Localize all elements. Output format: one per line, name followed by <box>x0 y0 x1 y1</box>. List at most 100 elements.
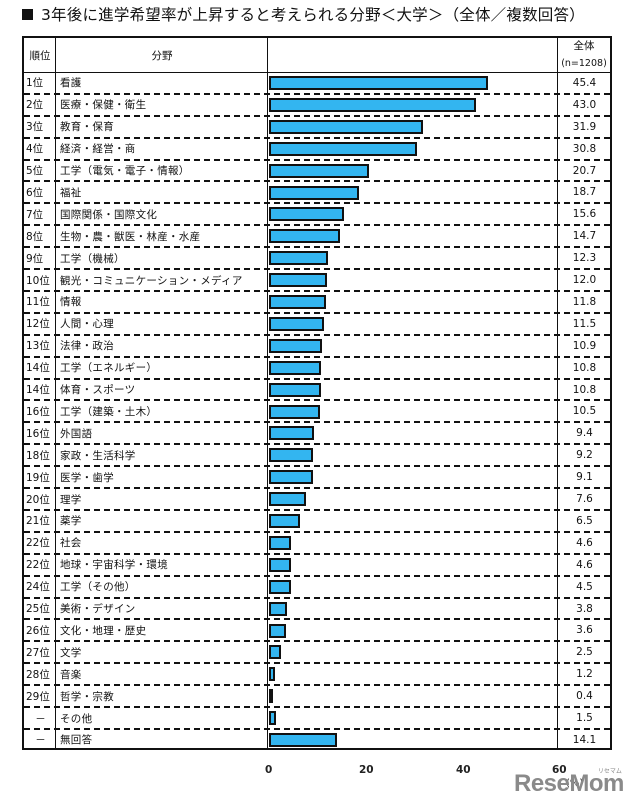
row-field: 音楽 <box>60 668 82 681</box>
row-bar <box>269 338 322 353</box>
row-rank: 8位 <box>26 230 44 243</box>
row-value: 0.4 <box>576 690 593 703</box>
table-row: － 無回答 14.1 <box>24 729 610 751</box>
row-field: 人間・心理 <box>60 318 114 331</box>
row-value: 10.8 <box>572 383 597 396</box>
row-field: 理学 <box>60 493 82 506</box>
table-row: 3位 教育・保育 31.9 <box>24 116 610 139</box>
row-bar <box>269 360 322 375</box>
row-separator <box>24 92 610 95</box>
row-separator <box>24 574 610 577</box>
table-row: 1位 看護 45.4 <box>24 72 610 95</box>
row-separator <box>24 640 610 643</box>
row-rank: 2位 <box>26 99 44 112</box>
axis-tick: 40 <box>456 764 471 776</box>
header-field: 分野 <box>151 49 173 62</box>
header-value: 全体 (n=1208) <box>558 38 610 72</box>
row-field: 教育・保育 <box>60 121 114 134</box>
row-value: 4.5 <box>576 580 593 593</box>
table-row: 4位 経済・経営・商 30.8 <box>24 138 610 161</box>
row-separator <box>24 289 610 292</box>
row-value: 11.8 <box>572 295 597 308</box>
table-row: 14位 体育・スポーツ 10.8 <box>24 379 610 402</box>
ranking-table: 順位 分野 全体 (n=1208) 1位 看護 45.4 2位 医療・保健・衛生 43.0… <box>22 36 612 750</box>
row-rank: － <box>35 734 46 747</box>
row-rank: 28位 <box>26 668 50 681</box>
row-field: 情報 <box>60 296 82 309</box>
row-value: 2.5 <box>576 646 593 659</box>
table-row: 16位 工学（建築・土木） 10.5 <box>24 401 610 424</box>
chart-title: 3年後に進学希望率が上昇すると考えられる分野＜大学＞（全体／複数回答） <box>22 3 585 25</box>
row-rank: 10位 <box>26 274 50 287</box>
row-separator <box>24 355 610 358</box>
row-value: 14.7 <box>572 230 597 243</box>
table-row: 18位 家政・生活科学 9.2 <box>24 444 610 468</box>
row-bar <box>269 251 329 266</box>
header-rank: 順位 <box>29 49 51 62</box>
row-value: 14.1 <box>572 733 597 746</box>
row-separator <box>24 508 610 511</box>
row-bar <box>269 426 315 441</box>
row-value: 12.0 <box>572 274 597 287</box>
row-separator <box>24 421 610 424</box>
row-field: 社会 <box>60 537 82 550</box>
axis-tick: 60 <box>552 764 567 776</box>
row-field: 法律・政治 <box>60 340 114 353</box>
row-rank: 21位 <box>26 515 50 528</box>
header-value-label: 全体 <box>573 40 595 52</box>
row-value: 1.5 <box>576 712 593 725</box>
row-bar <box>269 535 292 550</box>
row-rank: 16位 <box>26 427 50 440</box>
row-separator <box>24 618 610 621</box>
row-field: 美術・デザイン <box>60 603 136 616</box>
table-row: 20位 理学 7.6 <box>24 488 610 511</box>
row-value: 1.2 <box>576 668 593 681</box>
row-separator <box>24 596 610 599</box>
row-bar <box>269 229 340 244</box>
row-field: 工学（機械） <box>60 252 125 265</box>
row-field: 工学（その他） <box>60 581 136 594</box>
row-value: 10.5 <box>572 405 597 418</box>
row-rank: 25位 <box>26 603 50 616</box>
row-field: 工学（エネルギー） <box>60 362 158 375</box>
row-bar <box>269 492 306 507</box>
table-row: 10位 観光・コミュニケーション・メディア 12.0 <box>24 269 610 292</box>
row-value: 30.8 <box>572 142 597 155</box>
row-value: 3.6 <box>576 624 593 637</box>
table-row: 8位 生物・農・獣医・林産・水産 14.7 <box>24 225 610 249</box>
row-bar <box>269 273 327 288</box>
table-row: 12位 人間・心理 11.5 <box>24 313 610 336</box>
row-value: 18.7 <box>572 186 597 199</box>
row-field: 家政・生活科学 <box>60 449 136 462</box>
row-bar <box>269 141 418 156</box>
row-field: 文化・地理・歴史 <box>60 624 147 637</box>
axis-unit: (%) <box>566 778 584 789</box>
row-separator <box>24 487 610 490</box>
row-bar <box>269 207 345 222</box>
row-rank: 14位 <box>26 362 50 375</box>
row-bar <box>269 316 325 331</box>
table-row: 5位 工学（電気・電子・情報） 20.7 <box>24 160 610 183</box>
row-separator <box>24 706 610 709</box>
table-row: 13位 法律・政治 10.9 <box>24 335 610 358</box>
row-value: 6.5 <box>576 514 593 527</box>
row-rank: 19位 <box>26 471 50 484</box>
row-field: 工学（建築・土木） <box>60 405 158 418</box>
table-row: 7位 国際関係・国際文化 15.6 <box>24 203 610 227</box>
table-row: 6位 福祉 18.7 <box>24 182 610 205</box>
row-rank: 24位 <box>26 581 50 594</box>
table-row: 25位 美術・デザイン 3.8 <box>24 598 610 621</box>
row-field: 医療・保健・衛生 <box>60 99 147 112</box>
row-field: 無回答 <box>60 734 93 747</box>
row-value: 9.4 <box>576 427 593 440</box>
row-separator <box>24 377 610 380</box>
row-separator <box>24 684 610 687</box>
table-row: 14位 工学（エネルギー） 10.8 <box>24 357 610 380</box>
table-body: 1位 看護 45.4 2位 医療・保健・衛生 43.0 3位 教育・保育 31.9 4位 経済・経営… <box>24 72 610 748</box>
row-bar <box>269 623 287 638</box>
row-rank: 18位 <box>26 449 50 462</box>
row-field: 医学・歯学 <box>60 471 114 484</box>
row-bar <box>269 163 369 178</box>
table-row: 9位 工学（機械） 12.3 <box>24 247 610 271</box>
row-rank: 14位 <box>26 384 50 397</box>
